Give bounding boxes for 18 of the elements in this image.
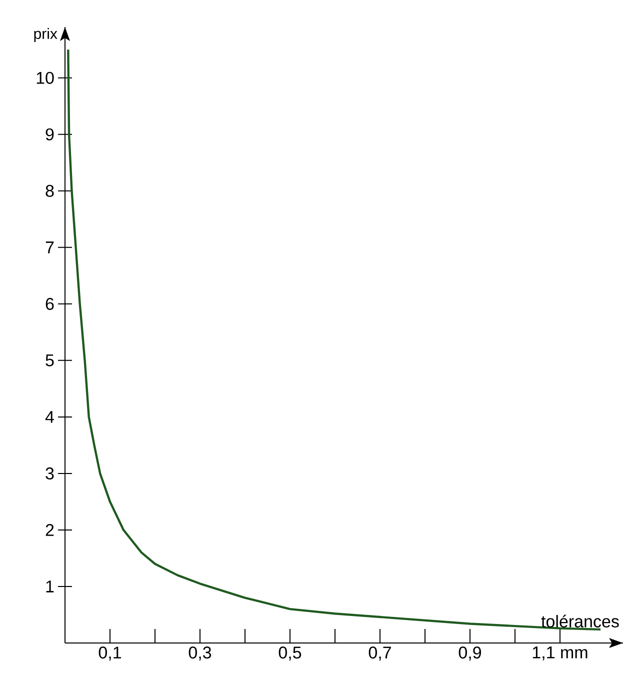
y-tick-label: 9 — [46, 128, 54, 140]
y-axis-title: prix — [34, 28, 58, 42]
y-tick-label: 5 — [45, 354, 54, 366]
x-tick-label: 0,5 — [278, 646, 301, 661]
y-tick-label: 4 — [45, 411, 54, 423]
x-tick-label: 0,1 — [98, 646, 121, 661]
y-tick-label: 3 — [45, 467, 54, 480]
y-tick-label: 1 — [46, 580, 54, 592]
y-tick-label: 10 — [36, 72, 54, 84]
x-tick-label: 0,3 — [188, 646, 211, 661]
y-tick-label: 2 — [46, 524, 54, 536]
x-tick-label: 0,9 — [458, 646, 481, 661]
y-tick-label: 6 — [46, 298, 54, 310]
y-tick-label: 8 — [46, 184, 54, 197]
x-tick-label: 1,1 mm — [532, 646, 587, 660]
x-tick-label: 0,7 — [368, 646, 391, 661]
y-tick-label: 7 — [46, 242, 54, 254]
x-axis-title: tolérances — [541, 614, 619, 628]
